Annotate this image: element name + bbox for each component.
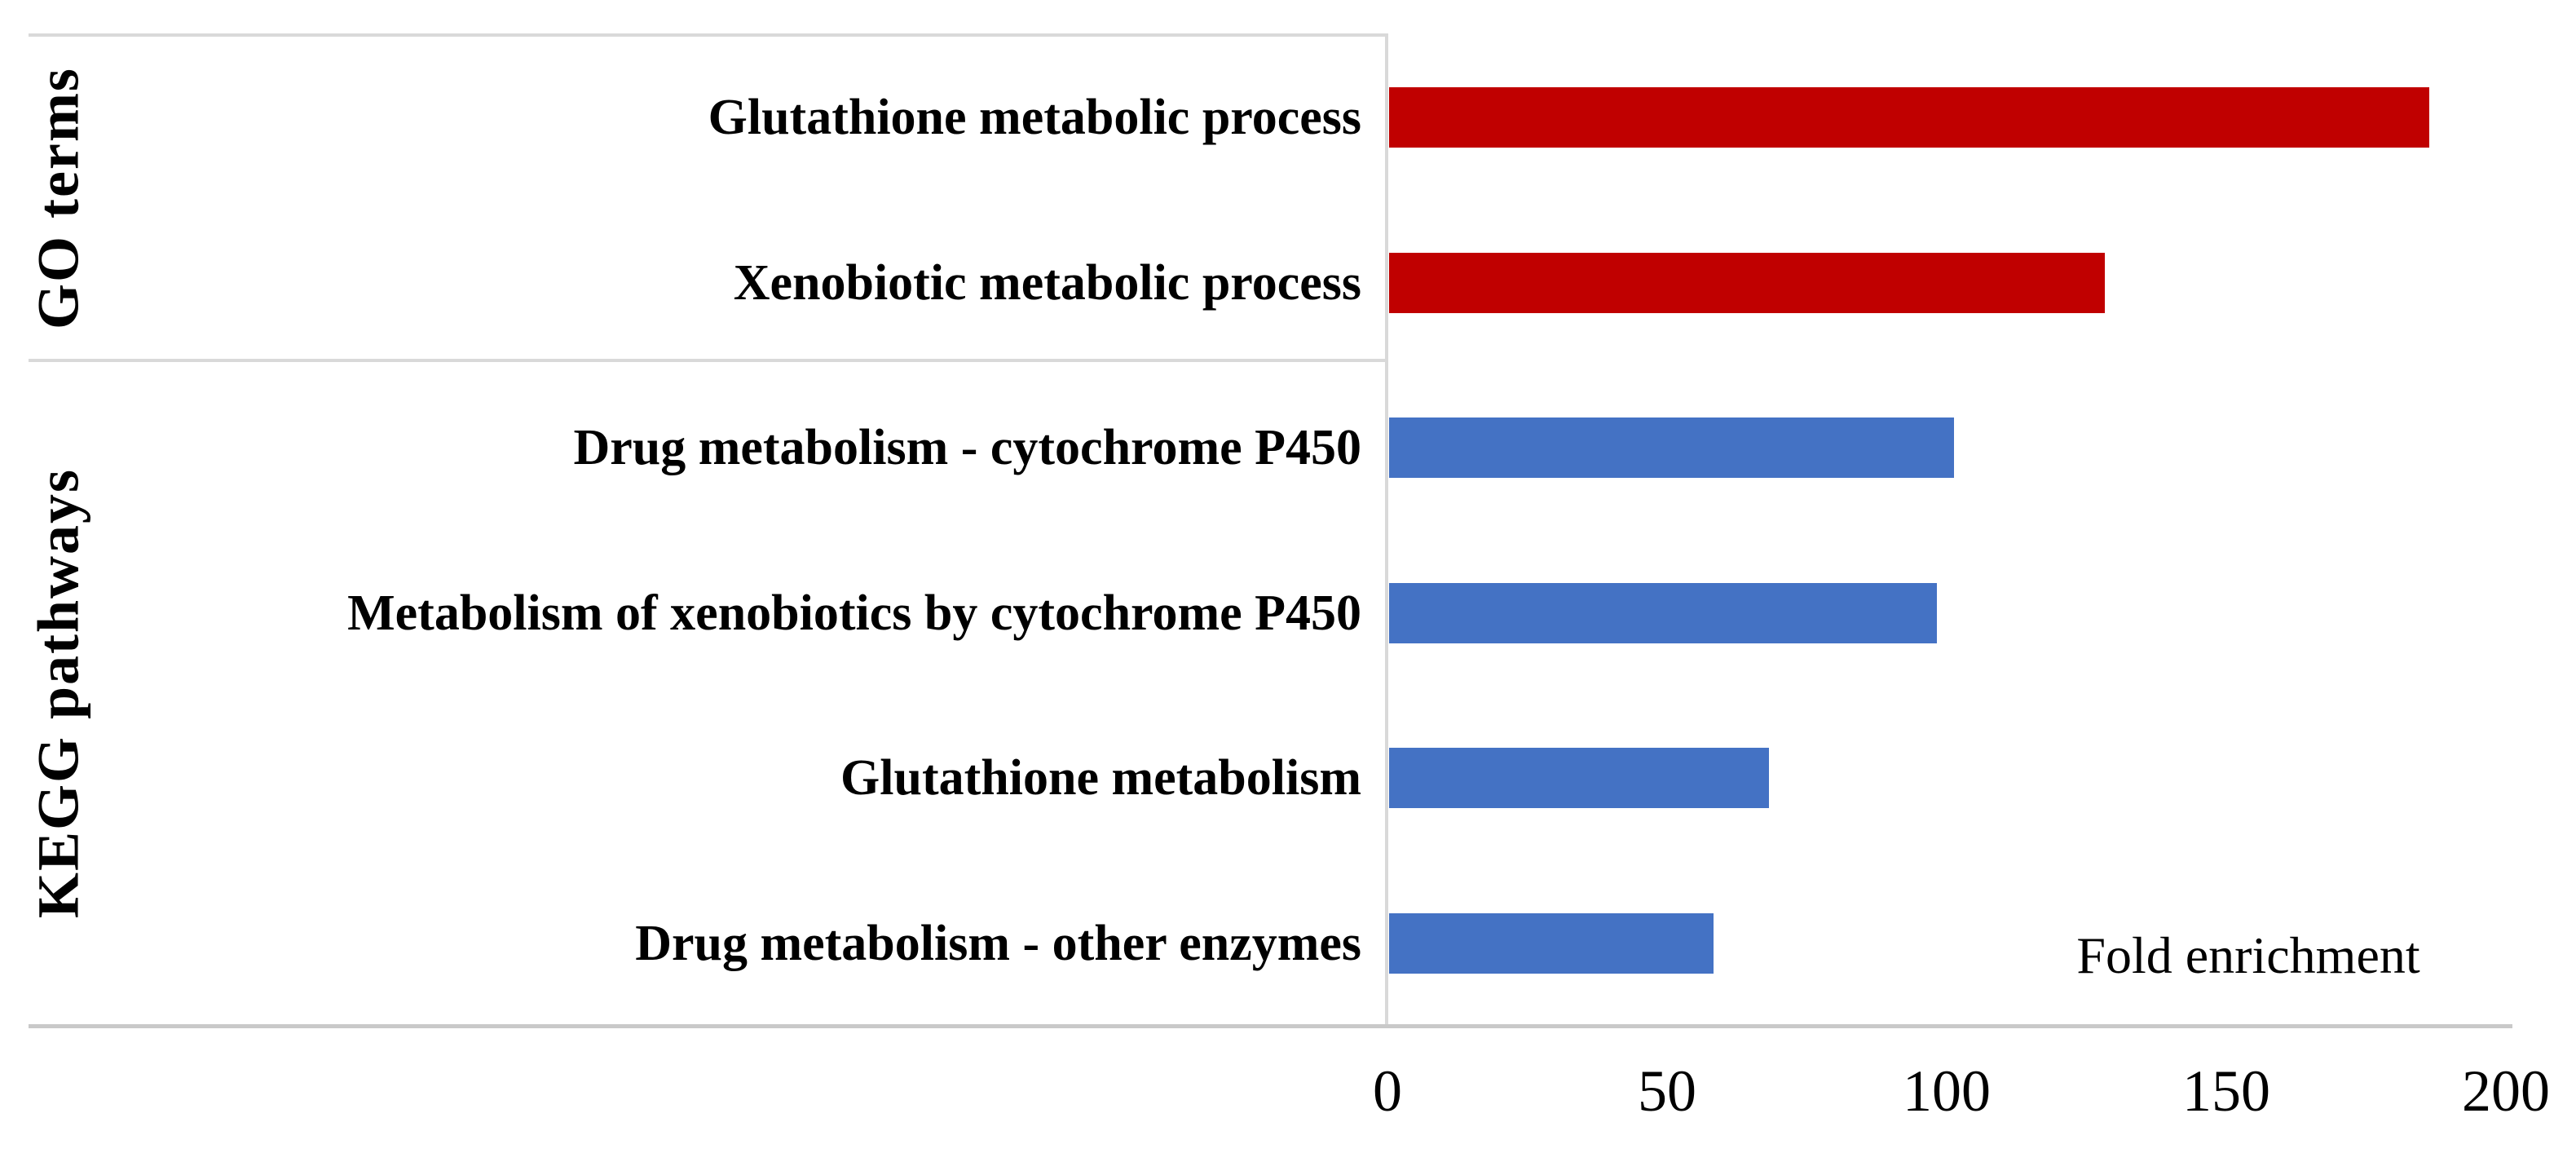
bar bbox=[1389, 418, 1954, 479]
x-tick-label: 200 bbox=[2462, 1058, 2550, 1124]
x-tick-label: 50 bbox=[1638, 1058, 1696, 1124]
group-label-kegg-pathways: KEGG pathways bbox=[25, 467, 91, 919]
y-axis-line bbox=[1385, 33, 1388, 1026]
bar bbox=[1389, 748, 1770, 809]
x-tick-label: 100 bbox=[1903, 1058, 1991, 1124]
category-label: Drug metabolism - cytochrome P450 bbox=[573, 420, 1361, 476]
x-axis-line bbox=[29, 1024, 2512, 1028]
category-label: Glutathione metabolic process bbox=[708, 90, 1361, 146]
x-tick-label: 0 bbox=[1373, 1058, 1402, 1124]
bar bbox=[1389, 87, 2429, 148]
x-tick-label: 150 bbox=[2182, 1058, 2270, 1124]
bar bbox=[1389, 912, 1714, 974]
category-label: Xenobiotic metabolic process bbox=[733, 254, 1361, 311]
x-axis-title: Fold enrichment bbox=[2076, 926, 2420, 984]
gridline-top bbox=[29, 33, 1387, 37]
gridline-group-separator bbox=[29, 359, 1387, 362]
category-label: Drug metabolism - other enzymes bbox=[635, 915, 1361, 971]
category-label: Metabolism of xenobiotics by cytochrome … bbox=[347, 585, 1361, 641]
bar bbox=[1389, 252, 2106, 313]
category-label: Glutathione metabolism bbox=[840, 750, 1361, 806]
bar bbox=[1389, 582, 1938, 643]
